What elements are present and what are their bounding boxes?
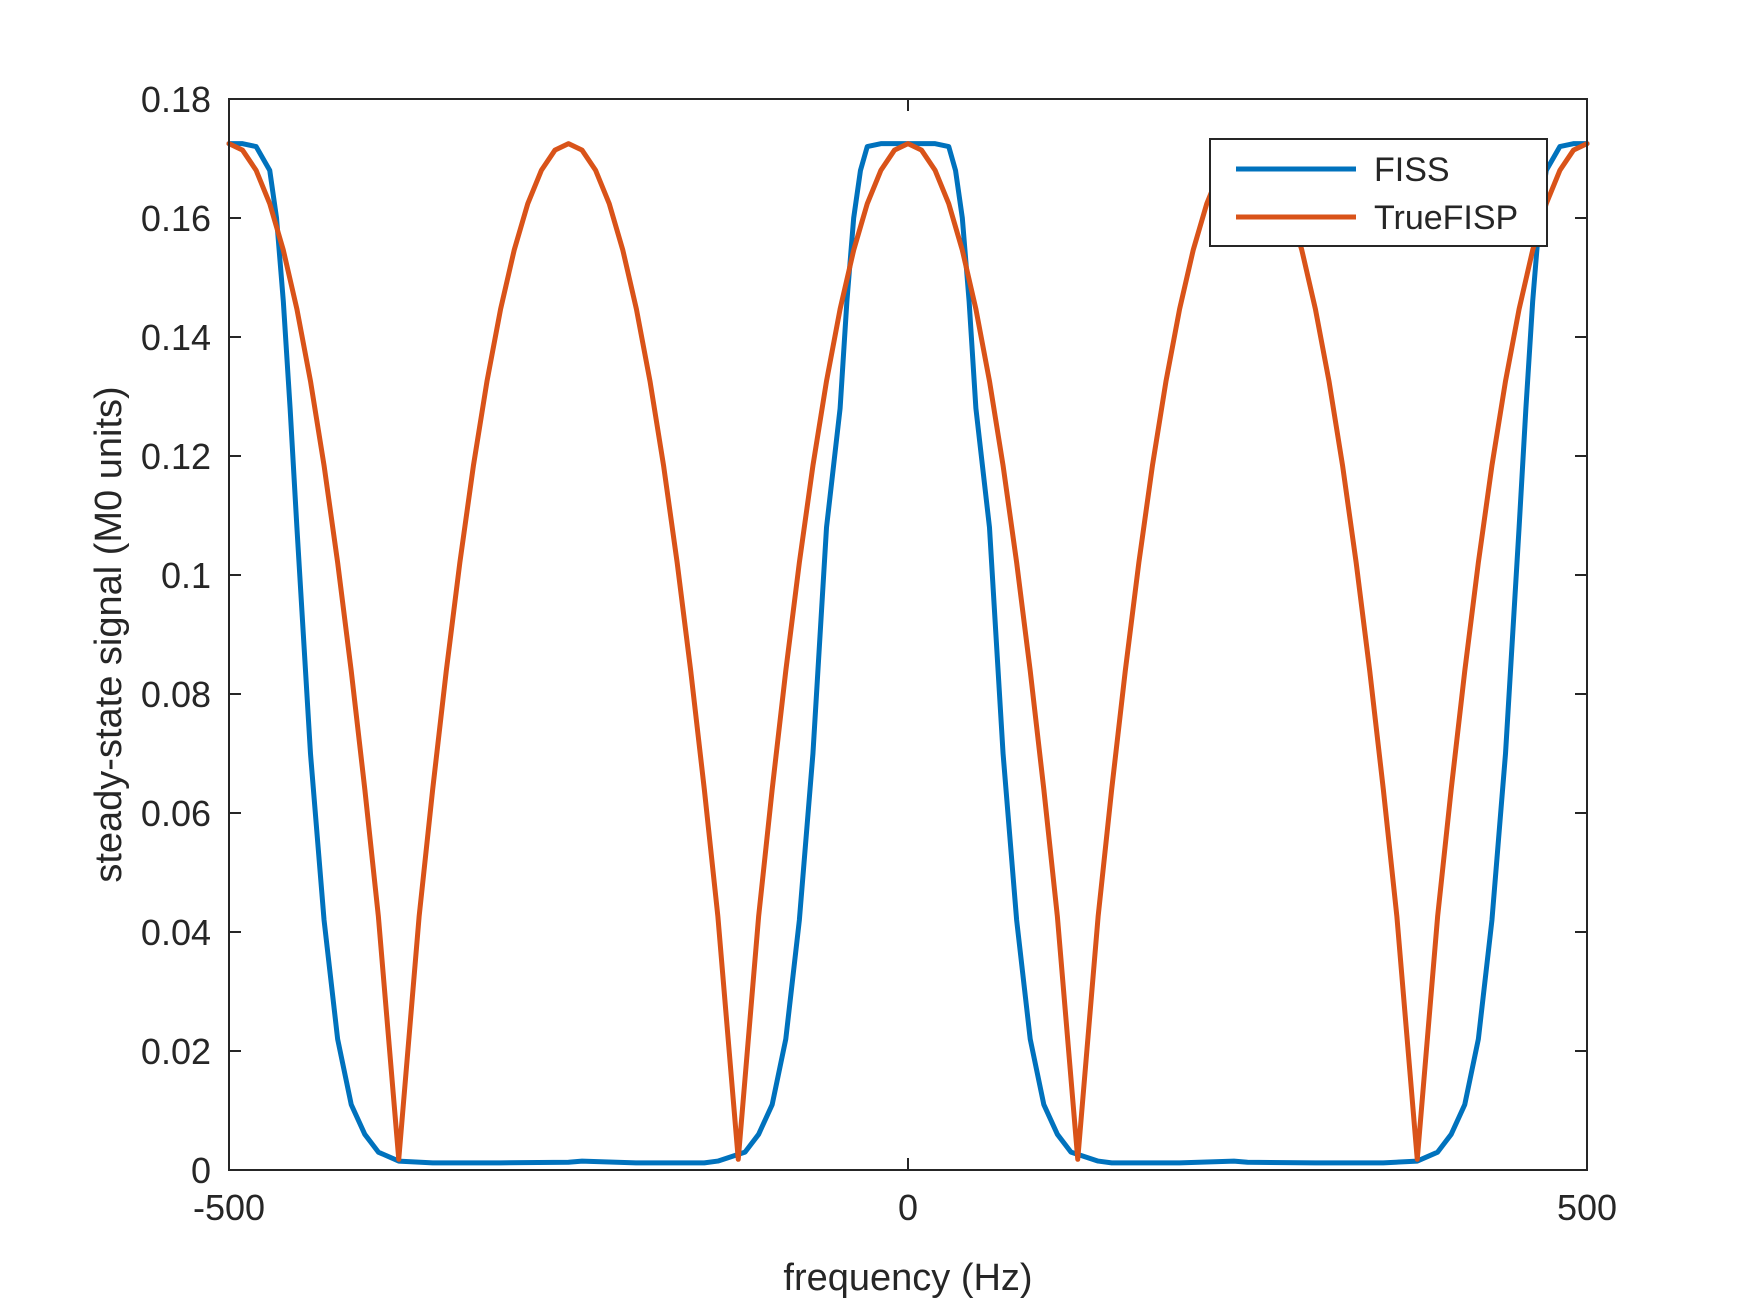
series-line-truefisp bbox=[226, 141, 1590, 1162]
x-tick-label: -500 bbox=[193, 1187, 265, 1228]
y-tick-label: 0.1 bbox=[161, 555, 211, 596]
y-tick-label: 0.06 bbox=[141, 793, 211, 834]
y-tick-label: 0.16 bbox=[141, 198, 211, 239]
y-tick-label: 0.04 bbox=[141, 912, 211, 953]
plot-area bbox=[229, 99, 1587, 1170]
y-tick-label: 0.18 bbox=[141, 79, 211, 120]
y-tick-label: 0.02 bbox=[141, 1031, 211, 1072]
y-tick-label: 0 bbox=[191, 1150, 211, 1191]
y-tick-label: 0.14 bbox=[141, 317, 211, 358]
axes-box bbox=[228, 98, 1588, 1171]
legend-label-truefisp: TrueFISP bbox=[1374, 199, 1518, 237]
series-layer bbox=[226, 141, 1590, 1166]
x-axis-label: frequency (Hz) bbox=[783, 1257, 1032, 1299]
tick-layer: -500 0 50000.020.040.060.080.10.120.140.16… bbox=[141, 79, 1617, 1228]
legend-label-fiss: FISS bbox=[1374, 151, 1450, 189]
legend: FISS TrueFISP bbox=[1209, 138, 1548, 247]
y-axis-label: steady-state signal (M0 units) bbox=[88, 386, 130, 882]
x-tick-label: 0 bbox=[898, 1187, 918, 1228]
y-tick-label: 0.08 bbox=[141, 674, 211, 715]
x-tick-label: 500 bbox=[1557, 1187, 1617, 1228]
legend-box bbox=[1209, 138, 1548, 247]
y-tick-label: 0.12 bbox=[141, 436, 211, 477]
